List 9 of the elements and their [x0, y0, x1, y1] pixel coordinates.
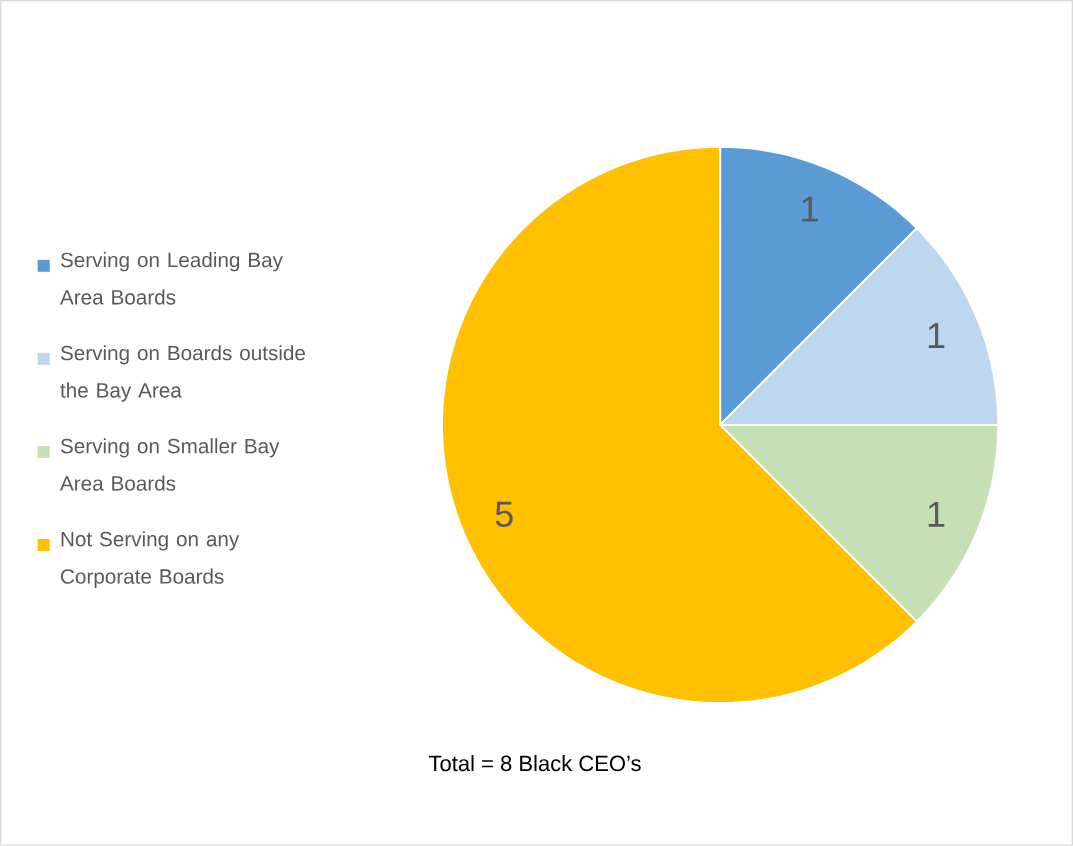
data-label: 1: [802, 196, 818, 222]
legend-label: Serving on Boards outside the Bay Area: [60, 345, 305, 402]
legend-label: Serving on Smaller Bay Area Boards: [60, 438, 280, 491]
data-label: 1: [928, 502, 945, 527]
legend-label: Not Serving on any Corporate Boards: [61, 531, 240, 588]
data-label: 5: [495, 501, 513, 527]
data-label: 1: [928, 323, 945, 348]
text: Total = 8 Black CEO’s: [428, 755, 641, 772]
legend-label: Serving on Leading Bay Area Boards: [60, 252, 283, 305]
